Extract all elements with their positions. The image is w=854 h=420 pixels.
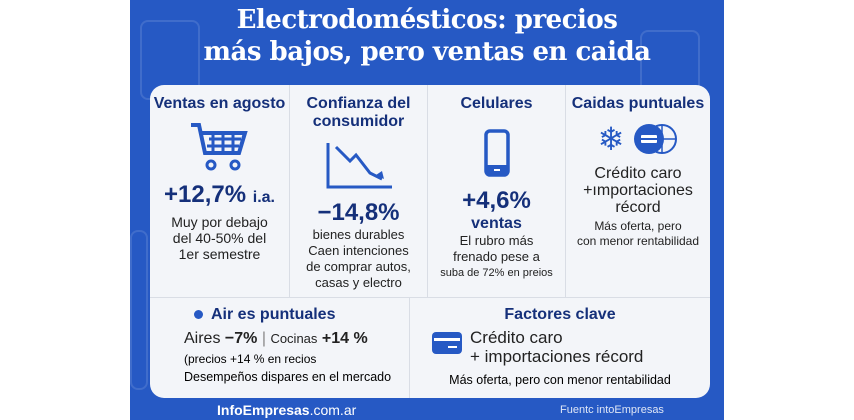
headline-line: récord — [615, 199, 661, 216]
aires-title: Air es puntuales — [194, 306, 409, 324]
infographic: Electrodomésticos: precios más bajos, pe… — [130, 0, 724, 420]
confianza-value: −14,8% — [317, 199, 400, 226]
desc-line: del 40-50% del — [172, 230, 267, 246]
desc-line: con menor rentabilidad — [576, 234, 700, 248]
trend-down-icon — [290, 135, 427, 195]
desc-line: frenado pese a — [453, 249, 540, 264]
card-title: Caidas puntuales — [571, 95, 705, 112]
factores-line: + importaciones récord — [470, 347, 644, 366]
site-footer: InfoEmpresas.com.ar — [217, 402, 357, 418]
ventas-value: +12,7% i.a. — [164, 181, 275, 208]
title-line-1: Electrodomésticos: precios — [236, 5, 618, 35]
headline-line: +ımportaciones — [583, 182, 693, 199]
aires-section: Air es puntuales Aires −7% | Cocinas +14… — [150, 297, 410, 398]
caidas-icons: ❄ — [566, 119, 710, 159]
desc-line: bienes durables — [312, 227, 405, 242]
content-card: Ventas en agosto +12,7% i.a. Muy por deb… — [150, 85, 710, 398]
factores-line: Crédito caro — [470, 328, 563, 347]
snowflake-icon: ❄ — [597, 121, 625, 157]
shopping-cart-icon — [150, 117, 289, 177]
card-confianza: Confianza del consumidor −14,8% bienes d… — [290, 85, 428, 297]
credit-card-icon — [432, 332, 462, 359]
card-title: Confianza del consumidor — [306, 95, 411, 130]
factores-title: Factores clave — [504, 306, 616, 323]
desc-line: Caen intenciones — [308, 243, 409, 258]
card-celulares: Celulares +4,6% ventas El rubro más fren… — [428, 85, 566, 297]
desc-line: de comprar autos, — [306, 259, 411, 274]
source-credit: Fuentc intoEmpresas — [560, 404, 664, 416]
aires-stats: Aires −7% | Cocinas +14 % — [184, 330, 368, 347]
desc-line: 1er semestre — [178, 246, 261, 262]
aires-note: (precios +14 % en recios — [184, 352, 317, 366]
bullet-icon — [194, 310, 203, 319]
card-ventas: Ventas en agosto +12,7% i.a. Muy por deb… — [150, 85, 290, 297]
celulares-sub: ventas — [471, 215, 522, 232]
card-caidas: Caidas puntuales ❄ Crédito caro +ımporta… — [566, 85, 710, 297]
desc-line: El rubro más — [459, 233, 534, 248]
card-title: Ventas en agosto — [153, 95, 286, 112]
factores-footer: Más oferta, pero con menor rentabilidad — [449, 373, 671, 387]
smartphone-icon — [428, 123, 565, 183]
desc-line: casas y electro — [315, 275, 402, 290]
card-title: Celulares — [460, 95, 533, 112]
factores-section: Factores clave Crédito caro + importacio… — [410, 297, 710, 398]
desc-line: Más oferta, pero — [594, 219, 682, 233]
desc-line: Muy por debajo — [171, 214, 268, 230]
celulares-value: +4,6% — [462, 187, 531, 214]
aires-footer: Desempeños dispares en el mercado — [184, 370, 392, 384]
headline-line: Crédito caro — [594, 165, 682, 182]
page-title: Electrodomésticos: precios más bajos, pe… — [130, 4, 724, 68]
desc-line: suba de 72% en preios — [440, 267, 553, 279]
appliance-bg-icon — [130, 230, 148, 390]
globe-card-icon — [634, 124, 678, 154]
title-line-2: más bajos, pero ventas en caida — [203, 37, 651, 67]
